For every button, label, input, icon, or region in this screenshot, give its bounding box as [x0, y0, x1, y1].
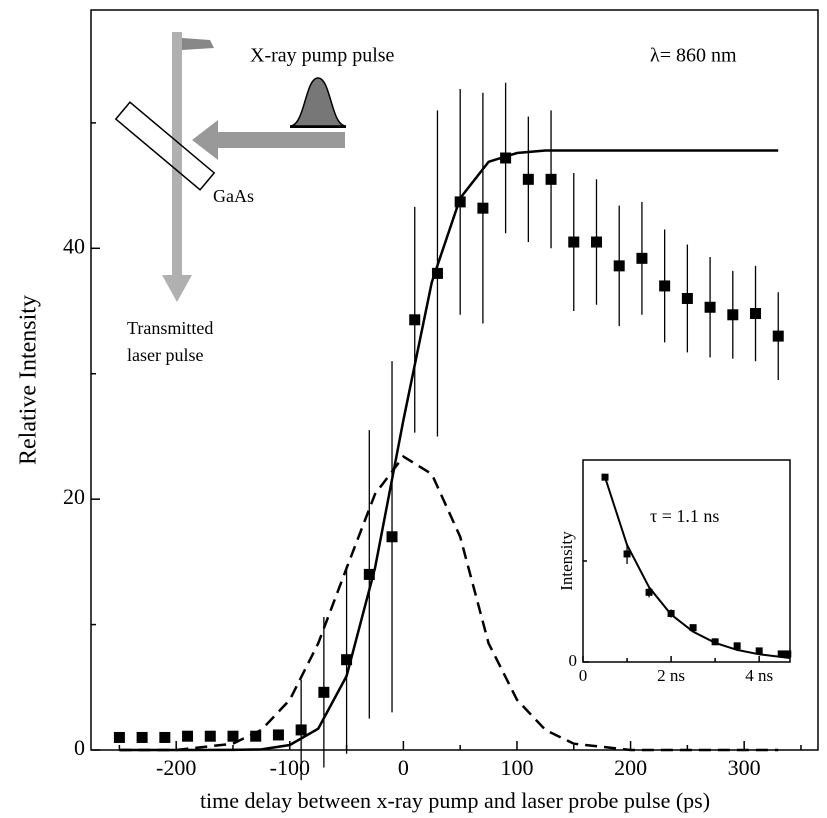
- x-tick-label: 200: [614, 755, 647, 780]
- x-tick-label: 100: [500, 755, 533, 780]
- annotation: λ= 860 nm: [650, 45, 737, 67]
- arrow-head: [192, 120, 218, 160]
- data-point: [159, 731, 171, 743]
- data-point: [613, 260, 625, 272]
- fit-line: [119, 454, 779, 752]
- y-axis-label: Intensity: [557, 531, 576, 591]
- data-point: [681, 292, 693, 304]
- gaas-crystal: [114, 101, 216, 191]
- x-tick-label: -100: [270, 755, 310, 780]
- annotation: X-ray pump pulse: [250, 45, 395, 67]
- data-point: [272, 729, 284, 741]
- annotation: τ = 1.1 ns: [650, 506, 719, 526]
- data-point: [363, 568, 375, 580]
- y-tick-label: 20: [63, 484, 85, 509]
- data-point: [182, 730, 194, 742]
- x-tick-label: 300: [728, 755, 761, 780]
- data-point: [522, 173, 534, 185]
- data-point: [784, 650, 792, 658]
- data-point: [500, 152, 512, 164]
- data-point: [645, 588, 653, 596]
- annotation: Transmitted: [127, 318, 213, 338]
- laser-beam: [172, 32, 182, 277]
- data-point: [409, 314, 421, 326]
- data-point: [227, 730, 239, 742]
- data-point: [704, 301, 716, 313]
- x-axis-label: time delay between x-ray pump and laser …: [200, 788, 710, 813]
- data-point: [772, 330, 784, 342]
- data-point: [750, 308, 762, 320]
- annotation: laser pulse: [127, 345, 203, 365]
- data-point: [477, 202, 489, 214]
- data-point: [733, 642, 741, 650]
- arrow-head: [162, 275, 192, 302]
- x-tick-label: 4 ns: [745, 666, 773, 685]
- data-point: [601, 473, 609, 481]
- data-point: [568, 236, 580, 248]
- x-tick-label: 0: [398, 755, 409, 780]
- data-point: [545, 173, 557, 185]
- data-point: [623, 550, 631, 558]
- data-point: [636, 252, 648, 264]
- y-axis-label: Relative Intensity: [16, 295, 42, 465]
- laser-flag: [182, 38, 214, 50]
- plot-frame: [90, 9, 819, 751]
- data-point: [755, 647, 763, 655]
- data-point: [341, 654, 353, 666]
- x-tick-label: 0: [579, 666, 588, 685]
- data-point: [777, 650, 785, 658]
- data-point: [318, 686, 330, 698]
- data-point: [727, 309, 739, 321]
- data-point: [431, 267, 443, 279]
- y-tick-label: 40: [63, 233, 85, 258]
- x-tick-label: 2 ns: [657, 666, 685, 685]
- data-point: [295, 724, 307, 736]
- data-point: [136, 731, 148, 743]
- annotation: GaAs: [213, 186, 254, 206]
- data-point: [250, 730, 262, 742]
- y-tick-label: 0: [74, 735, 85, 760]
- schematic: [114, 32, 347, 302]
- data-point: [386, 531, 398, 543]
- plot-frame: [582, 459, 791, 663]
- data-point: [659, 280, 671, 292]
- data-point: [590, 236, 602, 248]
- y-tick-label: 0: [569, 651, 578, 670]
- fit-line: [604, 476, 791, 659]
- data-point: [689, 624, 697, 632]
- x-tick-label: -200: [156, 755, 196, 780]
- data-point: [113, 731, 125, 743]
- fit-line: [119, 149, 779, 752]
- data-point: [204, 730, 216, 742]
- xray-beam: [215, 132, 345, 148]
- xray-pulse: [289, 77, 347, 127]
